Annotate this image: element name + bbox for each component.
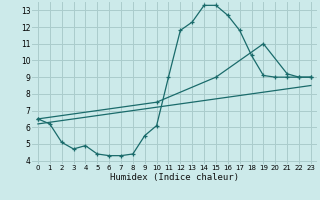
X-axis label: Humidex (Indice chaleur): Humidex (Indice chaleur) <box>110 173 239 182</box>
